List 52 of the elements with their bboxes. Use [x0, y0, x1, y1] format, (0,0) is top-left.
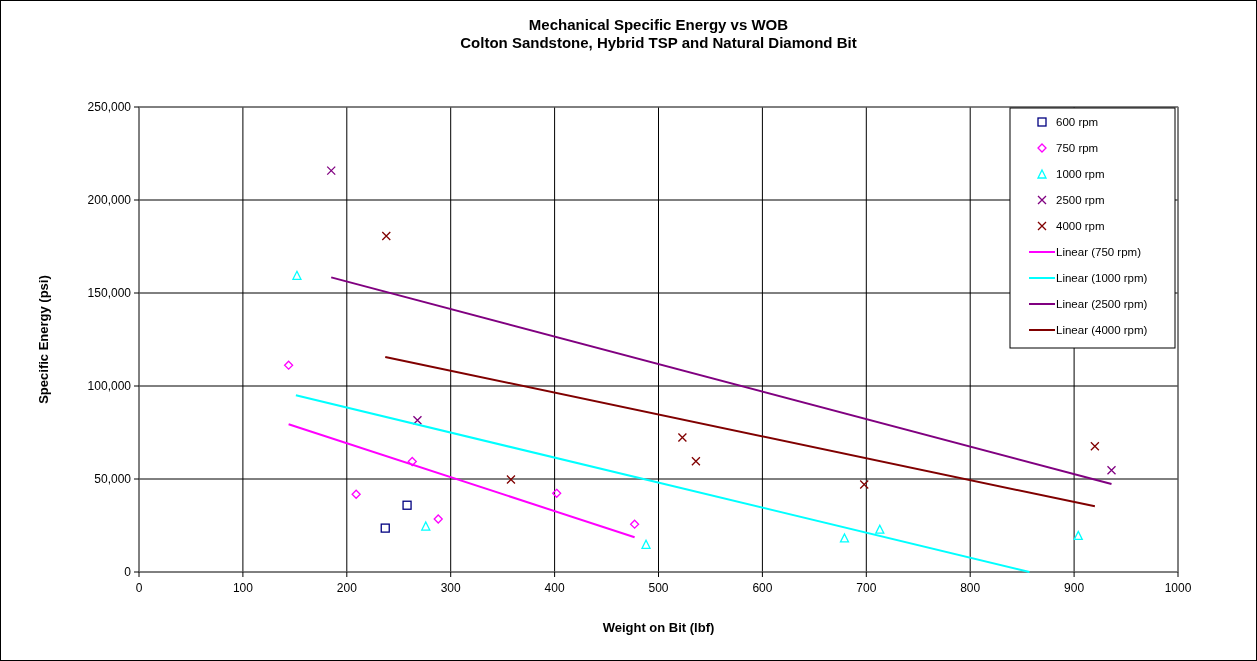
x-tick-label: 100	[232, 581, 254, 595]
y-tick-label: 100,000	[87, 379, 132, 393]
legend-label: Linear (4000 rpm)	[1056, 324, 1148, 336]
x-tick-label: 900	[1064, 581, 1085, 595]
point	[412, 415, 423, 425]
legend-label: 750 rpm	[1056, 142, 1099, 154]
point	[875, 524, 885, 534]
legend-label: Linear (1000 rpm)	[1056, 272, 1148, 284]
x-tick-label: 500	[648, 581, 669, 595]
x-tick-label: 300	[440, 581, 462, 595]
y-tick-label: 150,000	[87, 286, 132, 300]
x-tick-label: 0	[135, 581, 143, 595]
point	[433, 514, 443, 524]
legend-label: 4000 rpm	[1056, 220, 1105, 232]
point	[859, 479, 869, 490]
point	[1106, 465, 1117, 475]
legend-label: Linear (750 rpm)	[1056, 246, 1142, 258]
point	[677, 432, 688, 443]
y-tick-label: 200,000	[87, 193, 132, 207]
point	[552, 488, 562, 498]
y-tick-label: 250,000	[87, 100, 132, 114]
x-tick-label: 400	[544, 581, 565, 595]
point	[641, 539, 651, 549]
point	[380, 523, 390, 533]
legend-label: 2500 rpm	[1056, 194, 1105, 206]
point	[292, 270, 302, 280]
point	[1073, 530, 1083, 541]
point	[326, 165, 336, 176]
chart-title: Mechanical Specific Energy vs WOB Colton Sandstone, Hybrid TSP and Natural Diamond Bit	[460, 16, 857, 51]
point	[402, 500, 412, 510]
x-tick-label: 700	[856, 581, 877, 595]
point	[381, 231, 391, 241]
y-tick-label: 50,000	[94, 472, 132, 486]
point	[1090, 441, 1100, 451]
x-tick-label: 800	[960, 581, 981, 595]
point	[283, 360, 294, 370]
x-tick-label: 1000	[1164, 581, 1192, 595]
legend-label: 1000 rpm	[1056, 168, 1105, 180]
legend-label: 600 rpm	[1056, 116, 1099, 128]
legend-label: Linear (2500 rpm)	[1056, 298, 1148, 310]
point	[629, 519, 640, 529]
point	[839, 533, 850, 543]
x-tick-label: 200	[336, 581, 358, 595]
point	[421, 521, 431, 531]
point	[351, 489, 361, 499]
point	[407, 456, 417, 467]
y-tick-label: 0	[124, 565, 132, 579]
point	[691, 456, 701, 466]
x-axis-title: Weight on Bit (lbf)	[602, 620, 715, 635]
x-tick-label: 600	[752, 581, 773, 595]
point	[506, 474, 516, 485]
y-axis-title: Specific Energy (psi)	[36, 275, 51, 404]
